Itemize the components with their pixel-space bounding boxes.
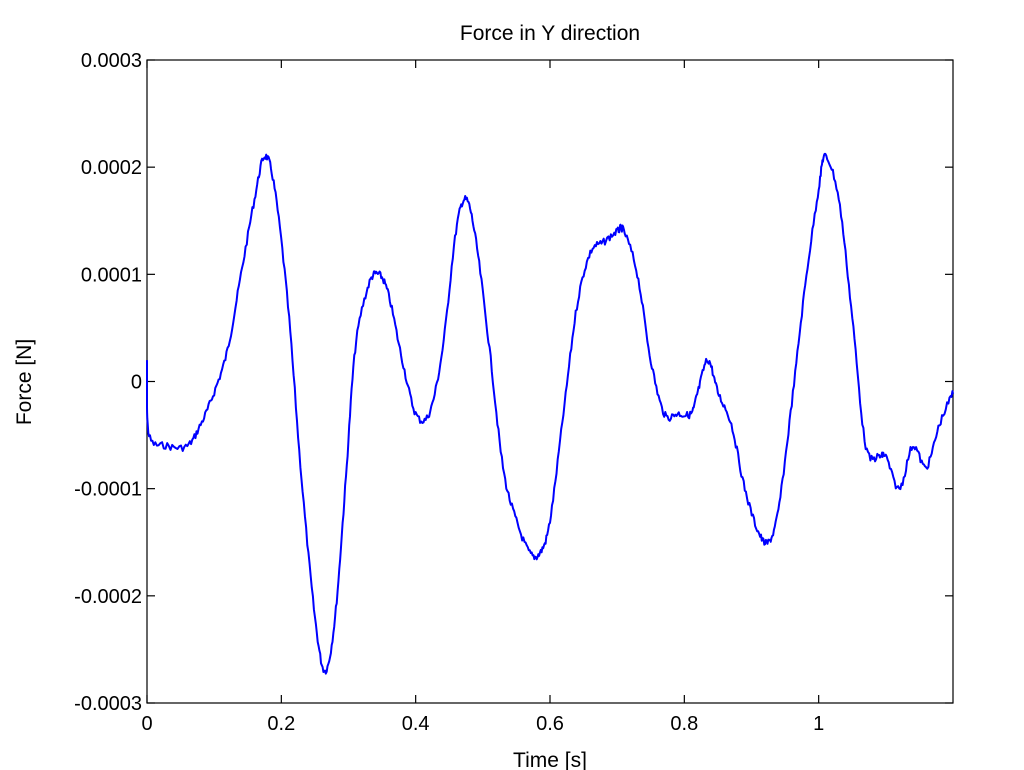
y-tick-labels: 0.0003 0.0002 0.0001 0 -0.0001 -0.0002 -0.0003 — [74, 50, 142, 715]
axis-ticks — [146, 59, 953, 704]
y-tick-label: 0 — [131, 372, 142, 394]
x-tick-label: 0.2 — [267, 713, 295, 735]
x-tick-label: 0 — [141, 713, 152, 735]
y-tick-label: -0.0003 — [74, 693, 142, 715]
x-tick-labels: 0 0.2 0.4 0.6 0.8 1 — [141, 713, 824, 735]
y-axis-label: Force [N] — [13, 339, 36, 425]
x-axis-label: Time [s] — [513, 749, 587, 770]
x-tick-label: 1 — [813, 713, 824, 735]
x-tick-label: 0.8 — [670, 713, 698, 735]
y-tick-label: -0.0002 — [74, 586, 142, 608]
y-tick-label: -0.0001 — [74, 479, 142, 501]
chart-title: Force in Y direction — [460, 22, 640, 45]
x-tick-label: 0.6 — [536, 713, 564, 735]
y-tick-label: 0.0003 — [81, 50, 142, 72]
x-tick-label: 0.4 — [402, 713, 430, 735]
y-tick-label: 0.0001 — [81, 264, 142, 286]
y-tick-label: 0.0002 — [81, 157, 142, 179]
force-series-line — [146, 152, 954, 675]
